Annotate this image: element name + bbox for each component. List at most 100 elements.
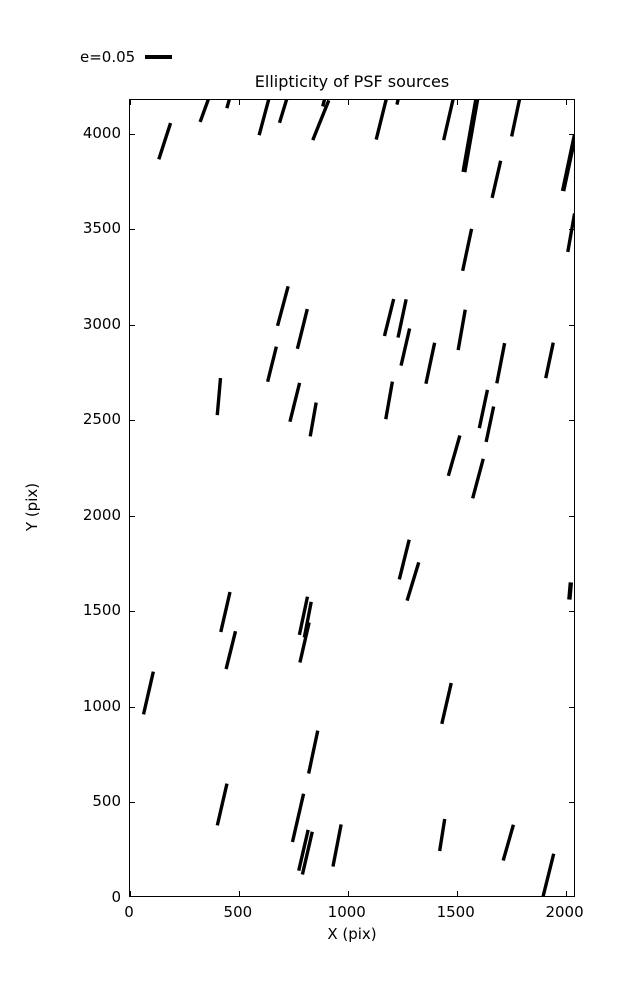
psf-whisker (257, 100, 271, 136)
y-tick (130, 324, 135, 326)
x-tick (456, 891, 458, 896)
x-tick (565, 891, 567, 896)
psf-whisker (477, 389, 490, 429)
psf-whisker (224, 630, 238, 670)
whisker-layer (141, 100, 574, 896)
psf-whisker (384, 381, 395, 420)
x-tick-label: 1500 (436, 903, 475, 921)
psf-whisker (297, 829, 310, 872)
x-axis-label: X (pix) (327, 925, 377, 943)
x-tick (130, 891, 131, 896)
x-tick (347, 891, 349, 896)
y-tick-label: 2000 (82, 505, 121, 524)
plot-axes (129, 99, 575, 897)
y-axis-label: Y (pix) (23, 482, 41, 532)
y-tick-right (569, 706, 574, 708)
x-tick-top (565, 100, 567, 105)
x-tick-label: 0 (124, 903, 134, 921)
x-tick-top (130, 100, 131, 105)
psf-whisker (298, 622, 311, 663)
psf-whisker (437, 818, 447, 852)
psf-whisker (308, 402, 318, 437)
scale-reference-bar (145, 55, 173, 59)
y-tick (130, 229, 135, 231)
x-tick-label: 1000 (327, 903, 366, 921)
psf-whisker (219, 591, 232, 633)
y-tick (130, 802, 135, 804)
y-tick-label: 3000 (82, 314, 121, 333)
psf-whisker (440, 682, 453, 725)
psf-whisker (290, 793, 306, 843)
psf-whisker (509, 100, 522, 137)
y-tick-right (569, 420, 574, 422)
psf-whisker (541, 853, 556, 896)
y-tick (130, 515, 135, 517)
y-tick (130, 611, 135, 613)
legend-label: e=0.05 (80, 48, 136, 66)
psf-whisker (395, 100, 400, 105)
psf-whisker (456, 309, 467, 351)
psf-whisker (495, 342, 507, 384)
x-tick-top (347, 100, 349, 105)
psf-whisker (461, 100, 480, 173)
psf-whisker (295, 308, 309, 350)
psf-whisker (396, 298, 408, 338)
psf-whisker (215, 783, 229, 826)
psf-whisker (141, 671, 155, 715)
y-tick-label: 4000 (82, 123, 121, 142)
page-title: Ellipticity of PSF sources (254, 72, 450, 91)
psf-whisker (198, 100, 210, 123)
y-tick-right (569, 802, 574, 804)
y-tick (130, 420, 135, 422)
psf-whisker (157, 122, 173, 160)
x-tick-label: 500 (223, 903, 253, 921)
y-tick-label: 0 (111, 888, 121, 906)
psf-whisker (484, 406, 496, 443)
y-tick-label: 1000 (82, 696, 121, 715)
psf-whisker (566, 213, 574, 253)
psf-whisker (567, 582, 574, 600)
psf-whisker (461, 228, 474, 272)
psf-whisker (215, 377, 223, 416)
y-tick-right (569, 611, 574, 613)
psf-whisker (331, 824, 343, 867)
psf-whisker (277, 100, 289, 124)
y-tick-right (569, 229, 574, 231)
x-tick-top (238, 100, 240, 105)
psf-whisker (501, 824, 516, 861)
y-tick-label: 3500 (82, 219, 121, 238)
y-tick (130, 133, 135, 135)
psf-whisker (374, 100, 388, 140)
y-tick-label: 1500 (82, 601, 121, 620)
y-tick-right (569, 515, 574, 517)
psf-whisker (399, 328, 412, 366)
y-tick-label: 500 (92, 792, 121, 811)
y-tick-label: 2500 (82, 410, 121, 429)
x-tick (238, 891, 240, 896)
x-tick-label: 2000 (545, 903, 584, 921)
psf-whisker (560, 134, 574, 192)
y-tick (130, 706, 135, 708)
psf-whisker (225, 100, 231, 109)
psf-whisker (446, 435, 462, 477)
x-tick-top (456, 100, 458, 105)
psf-whisker (275, 285, 290, 327)
psf-whisker (442, 100, 455, 141)
psf-whisker (405, 561, 421, 602)
psf-whisker (397, 539, 411, 580)
psf-whisker (424, 342, 437, 385)
psf-whisker (265, 346, 279, 383)
y-tick-right (569, 324, 574, 326)
psf-whisker (471, 458, 485, 499)
psf-whisker (544, 342, 555, 379)
ellipticity-scale-legend: e=0.05 (80, 46, 173, 68)
psf-whisker (288, 382, 302, 423)
psf-whisker (490, 160, 503, 199)
y-tick-right (569, 133, 574, 135)
psf-whisker (306, 730, 320, 774)
psf-whisker (382, 298, 396, 337)
psf-whisker (321, 100, 327, 107)
psf-whisker (300, 831, 314, 875)
psf-whisker (297, 596, 310, 636)
